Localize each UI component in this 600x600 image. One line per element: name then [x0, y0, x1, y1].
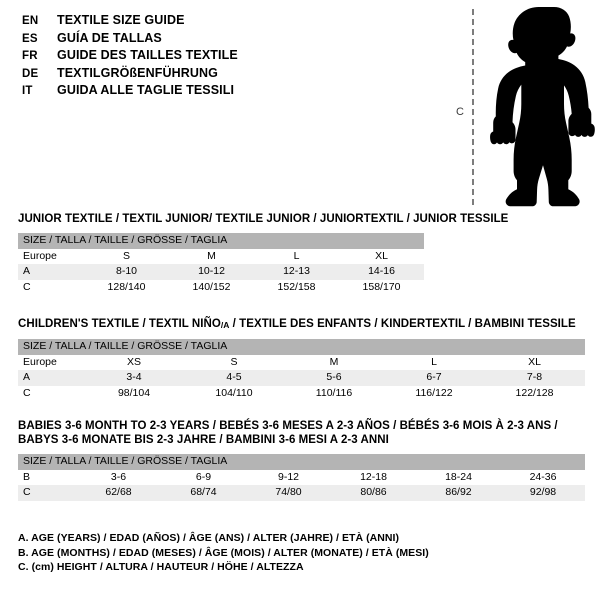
children-europe-v2: M	[284, 354, 384, 371]
children-row-europe-label: Europe	[18, 354, 84, 371]
junior-a-v0: 8-10	[84, 264, 169, 280]
children-row-c-label: C	[18, 385, 84, 402]
babies-band-label: SIZE / TALLA / TAILLE / GRÖSSE / TAGLIA	[18, 454, 586, 470]
babies-c-v2: 74/80	[246, 485, 331, 501]
babies-b-v4: 18-24	[416, 469, 501, 485]
junior-a-v1: 10-12	[169, 264, 254, 280]
babies-band-row: SIZE / TALLA / TAILLE / GRÖSSE / TAGLIA	[18, 454, 586, 470]
section-junior-textile: JUNIOR TEXTILE / TEXTIL JUNIOR/ TEXTILE …	[18, 212, 508, 295]
section-title-children-post: / TEXTILE DES ENFANTS / KINDERTEXTIL / B…	[229, 318, 576, 330]
language-code-fr: FR	[22, 50, 38, 62]
child-silhouette-icon	[490, 7, 595, 207]
babies-c-v0: 62/68	[76, 485, 161, 501]
section-title-babies-line2: BABYS 3-6 MONATE BIS 2-3 JAHRE / BAMBINI…	[18, 434, 389, 446]
children-a-v3: 6-7	[384, 370, 484, 386]
junior-row-a: A 8-10 10-12 12-13 14-16	[18, 264, 425, 280]
children-a-v0: 3-4	[84, 370, 184, 386]
babies-b-v0: 3-6	[76, 469, 161, 485]
children-c-v1: 104/110	[184, 385, 284, 402]
section-title-children-pre: CHILDREN'S TEXTILE / TEXTIL NIÑO	[18, 318, 221, 330]
language-row-de: DE TEXTILGRÖßENFÜHRUNG	[22, 66, 442, 84]
guide-title-de: TEXTILGRÖßENFÜHRUNG	[57, 65, 218, 80]
babies-b-v1: 6-9	[161, 469, 246, 485]
children-a-v2: 5-6	[284, 370, 384, 386]
junior-size-table: SIZE / TALLA / TAILLE / GRÖSSE / TAGLIA …	[18, 233, 425, 295]
measurement-figure: C	[440, 5, 600, 210]
section-title-babies-line1: BABIES 3-6 MONTH TO 2-3 YEARS / BEBÉS 3-…	[18, 420, 558, 432]
junior-a-v2: 12-13	[254, 264, 339, 280]
language-row-es: ES GUÍA DE TALLAS	[22, 31, 442, 49]
section-childrens-textile: CHILDREN'S TEXTILE / TEXTIL NIÑO/A / TEX…	[18, 317, 585, 402]
children-europe-v4: XL	[484, 354, 585, 371]
junior-row-c: C 128/140 140/152 152/158 158/170	[18, 279, 425, 295]
height-measure-label: C	[456, 106, 464, 118]
guide-title-es: GUÍA DE TALLAS	[57, 30, 162, 45]
legend-block: A. AGE (YEARS) / EDAD (AÑOS) / ÂGE (ANS)…	[18, 531, 429, 575]
children-row-a-label: A	[18, 370, 84, 386]
guide-title-fr: GUIDE DES TAILLES TEXTILE	[57, 48, 238, 62]
legend-line-a: A. AGE (YEARS) / EDAD (AÑOS) / ÂGE (ANS)…	[18, 532, 400, 544]
language-code-de: DE	[22, 67, 39, 80]
babies-c-v1: 68/74	[161, 485, 246, 501]
guide-title-en: TEXTILE SIZE GUIDE	[57, 13, 185, 27]
children-c-v3: 116/122	[384, 385, 484, 402]
section-babies-textile: BABIES 3-6 MONTH TO 2-3 YEARS / BEBÉS 3-…	[18, 419, 586, 501]
children-a-v1: 4-5	[184, 370, 284, 386]
junior-c-v1: 140/152	[169, 279, 254, 295]
junior-row-a-label: A	[18, 264, 84, 280]
junior-c-v3: 158/170	[339, 279, 425, 295]
legend-line-b: B. AGE (MONTHS) / EDAD (MESES) / ÂGE (MO…	[18, 546, 429, 559]
babies-row-b-label: B	[18, 469, 76, 485]
children-a-v4: 7-8	[484, 370, 585, 386]
junior-row-europe: Europe S M L XL	[18, 248, 425, 264]
children-c-v4: 122/128	[484, 385, 585, 402]
babies-row-c: C 62/68 68/74 74/80 80/86 86/92 92/98	[18, 485, 586, 501]
babies-row-b: B 3-6 6-9 9-12 12-18 18-24 24-36	[18, 469, 586, 485]
babies-c-v3: 80/86	[331, 485, 416, 501]
language-header: EN TEXTILE SIZE GUIDE ES GUÍA DE TALLAS …	[22, 13, 442, 101]
children-c-v0: 98/104	[84, 385, 184, 402]
section-title-junior: JUNIOR TEXTILE / TEXTIL JUNIOR/ TEXTILE …	[18, 213, 509, 225]
section-title-children-sub: /A	[220, 320, 230, 331]
children-row-europe: Europe XS S M L XL	[18, 354, 585, 371]
junior-europe-v2: L	[254, 248, 339, 264]
junior-c-v0: 128/140	[84, 279, 169, 295]
legend-line-c: C. (cm) HEIGHT / ALTURA / HAUTEUR / HÖHE…	[18, 561, 304, 573]
children-europe-v0: XS	[84, 354, 184, 371]
guide-title-it: GUIDA ALLE TAGLIE TESSILI	[57, 83, 235, 97]
babies-size-table: SIZE / TALLA / TAILLE / GRÖSSE / TAGLIA …	[18, 454, 586, 501]
junior-band-label: SIZE / TALLA / TAILLE / GRÖSSE / TAGLIA	[18, 233, 425, 249]
junior-band-row: SIZE / TALLA / TAILLE / GRÖSSE / TAGLIA	[18, 233, 425, 249]
babies-c-v5: 92/98	[501, 485, 586, 501]
junior-c-v2: 152/158	[254, 279, 339, 295]
babies-b-v5: 24-36	[501, 469, 586, 485]
children-europe-v1: S	[184, 354, 284, 371]
children-size-table: SIZE / TALLA / TAILLE / GRÖSSE / TAGLIA …	[18, 339, 585, 402]
junior-europe-v3: XL	[339, 248, 425, 264]
babies-row-c-label: C	[18, 485, 76, 501]
junior-europe-v0: S	[84, 248, 169, 264]
children-band-label: SIZE / TALLA / TAILLE / GRÖSSE / TAGLIA	[18, 339, 585, 355]
junior-row-europe-label: Europe	[18, 248, 84, 264]
babies-b-v3: 12-18	[331, 469, 416, 485]
language-code-es: ES	[22, 32, 38, 45]
children-row-a: A 3-4 4-5 5-6 6-7 7-8	[18, 370, 585, 386]
language-row-it: IT GUIDA ALLE TAGLIE TESSILI	[22, 83, 442, 101]
language-row-fr: FR GUIDE DES TAILLES TEXTILE	[22, 48, 442, 66]
height-measure-dashed-line	[472, 9, 474, 205]
junior-a-v3: 14-16	[339, 264, 425, 280]
babies-c-v4: 86/92	[416, 485, 501, 501]
children-c-v2: 110/116	[284, 385, 384, 402]
junior-row-c-label: C	[18, 279, 84, 295]
language-code-en: EN	[22, 15, 39, 27]
junior-europe-v1: M	[169, 248, 254, 264]
babies-b-v2: 9-12	[246, 469, 331, 485]
section-title-children: CHILDREN'S TEXTILE / TEXTIL NIÑO/A / TEX…	[18, 317, 585, 332]
language-row-en: EN TEXTILE SIZE GUIDE	[22, 13, 442, 31]
children-row-c: C 98/104 104/110 110/116 116/122 122/128	[18, 385, 585, 402]
children-europe-v3: L	[384, 354, 484, 371]
language-code-it: IT	[22, 85, 33, 97]
children-band-row: SIZE / TALLA / TAILLE / GRÖSSE / TAGLIA	[18, 339, 585, 355]
